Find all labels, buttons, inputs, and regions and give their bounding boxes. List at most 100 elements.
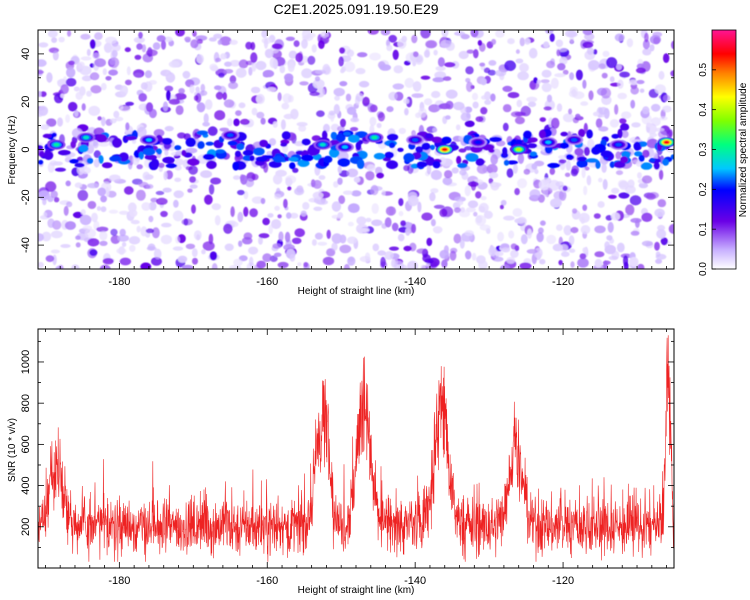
spectrogram-cell: [644, 32, 649, 43]
x-tick-label: -140: [404, 276, 426, 288]
spectrogram-cell: [222, 92, 227, 101]
spectrogram-cell: [454, 31, 466, 36]
spectrogram-band-cell: [649, 157, 656, 163]
spectrogram-cell: [411, 93, 424, 98]
spectrogram-cell: [230, 206, 235, 218]
spectrogram-band-cell: [416, 161, 429, 167]
spectrogram-cell: [161, 40, 166, 50]
spectrogram-cell: [430, 169, 442, 181]
spectrogram-cell: [211, 263, 218, 269]
spectrogram-band-cell: [465, 153, 479, 162]
spectrogram-cell: [480, 78, 487, 86]
spectrogram-cell: [272, 173, 283, 185]
spectrogram-cell: [420, 264, 426, 269]
spectrogram-cell: [53, 197, 60, 203]
spectrogram-cell: [467, 200, 479, 208]
spectrogram-cell: [630, 86, 639, 95]
spectrogram-cell: [568, 235, 575, 246]
spectrogram-cell: [191, 248, 198, 258]
spectrogram-cell: [476, 164, 488, 174]
spectrogram-cell: [285, 36, 295, 41]
x-tick-label: -120: [552, 276, 574, 288]
spectrogram-band-cell: [281, 131, 291, 140]
spectrogram-cell: [138, 31, 143, 39]
spectrogram-cell: [214, 215, 221, 226]
spectrogram-cell: [160, 234, 172, 245]
spectrogram-cell: [229, 39, 238, 45]
spectrogram-cell: [81, 75, 93, 82]
spectrogram-cell: [563, 225, 572, 236]
spectrogram-band-cell: [457, 162, 468, 169]
spectrogram-cell: [545, 30, 554, 34]
spectrogram-cell: [570, 261, 575, 268]
spectrogram-cell: [365, 170, 375, 181]
spectrogram-cell: [403, 245, 412, 252]
spectrogram-cell: [144, 174, 154, 180]
spectrogram-cell: [421, 212, 433, 221]
spectrogram-cell: [465, 77, 471, 83]
spectrogram-cell: [441, 259, 448, 268]
spectrogram-cell: [79, 86, 86, 96]
spectrogram-cell: [629, 195, 642, 206]
spectrogram-cell: [369, 124, 375, 135]
spectrogram-band-cell: [539, 129, 546, 139]
spectrogram-cell: [471, 92, 479, 101]
spectrogram-cell: [625, 204, 635, 216]
spectrogram-cell: [559, 190, 567, 201]
spectrogram-cell: [40, 91, 47, 97]
spectrogram-cell: [91, 212, 98, 223]
spectrogram-cell: [248, 66, 253, 76]
spectrogram-cell: [174, 177, 182, 182]
spectrogram-cell: [430, 218, 436, 227]
spectrogram-band-cell: [197, 141, 205, 149]
snr-x-axis-label: Height of straight line (km): [298, 585, 415, 596]
spectrogram-cell: [642, 149, 650, 158]
spectrogram-cell: [558, 259, 563, 266]
spectrogram-cell: [263, 38, 269, 49]
spectrogram-band-cell: [202, 153, 215, 161]
spectrogram-cell: [145, 102, 154, 113]
spectrogram-cell: [539, 117, 546, 122]
spectrogram-cell: [100, 195, 107, 203]
spectrogram-cell: [283, 244, 295, 251]
spectrogram-cell: [564, 172, 571, 177]
spectrogram-cell: [369, 52, 381, 61]
spectrogram-cell: [496, 140, 506, 147]
spectrogram-cell: [614, 104, 619, 115]
spectrogram-cell: [262, 253, 272, 263]
spectrogram-band-cell: [205, 141, 214, 146]
spectrogram-cell: [425, 40, 438, 49]
spectrogram-cell: [111, 50, 118, 58]
spectrogram-cell: [562, 113, 575, 123]
spectrogram-cell: [586, 47, 594, 55]
spectrogram-cell: [608, 194, 617, 199]
spectrogram-cell: [86, 90, 92, 97]
spectrogram-cell: [519, 262, 532, 269]
spectrogram-cell: [398, 210, 404, 217]
spectrogram-cell: [45, 181, 57, 192]
spectrogram-cell: [438, 103, 451, 110]
spectrogram-cell: [444, 62, 456, 68]
spectrogram-cell: [277, 92, 282, 102]
spectrogram-cell: [615, 170, 624, 176]
spectrogram-cell: [455, 124, 461, 131]
spectrogram-cell: [393, 260, 404, 269]
spectrogram-cell: [334, 95, 340, 101]
spectrogram-cell: [658, 70, 665, 80]
spectrogram-cell: [299, 81, 309, 86]
spectrogram-cell: [97, 142, 110, 147]
spectrogram-cell: [517, 153, 525, 165]
spectrogram-cell: [117, 234, 129, 242]
spectrogram-cell: [38, 233, 44, 242]
y-tick-label: -20: [20, 189, 32, 205]
spectrogram-cell: [108, 209, 119, 214]
spectrogram-cell: [297, 262, 302, 267]
spectrogram-cell: [656, 229, 667, 239]
spectrogram-cell: [434, 71, 447, 79]
spectrogram-cell: [579, 253, 587, 260]
spectrogram-cell: [144, 70, 152, 79]
spectrogram-cell: [385, 206, 396, 216]
spectrogram-cell: [527, 101, 537, 108]
spectrogram-cell: [550, 117, 560, 129]
spectrogram-cell: [340, 118, 346, 128]
